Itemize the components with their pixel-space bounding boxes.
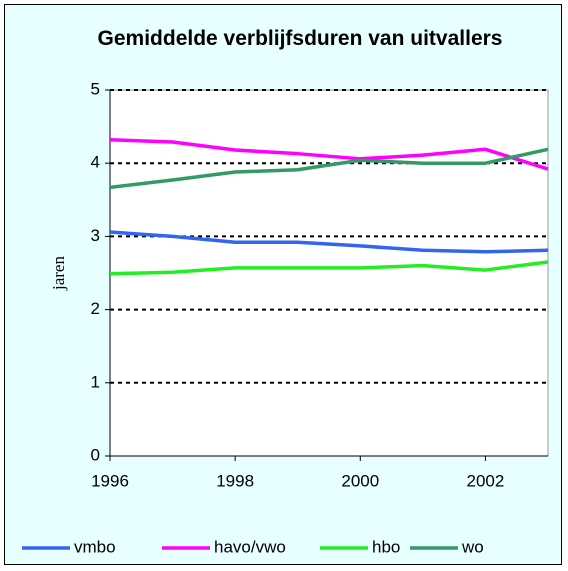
- x-tick-label: 2000: [341, 471, 379, 490]
- legend-label: vmbo: [74, 537, 116, 556]
- y-tick-label: 5: [91, 79, 100, 98]
- legend-label: wo: [461, 537, 484, 556]
- series-line: [109, 138, 549, 171]
- x-tick-label: 1996: [91, 471, 129, 490]
- series-line: [109, 230, 549, 254]
- y-tick-label: 0: [91, 445, 100, 464]
- series-line: [109, 260, 549, 276]
- y-tick-label: 1: [91, 372, 100, 391]
- y-tick-label: 2: [91, 299, 100, 318]
- y-axis-label: jaren: [49, 256, 68, 291]
- x-tick-label: 2002: [467, 471, 505, 490]
- legend-label: havo/vwo: [214, 537, 286, 556]
- series-line: [109, 147, 549, 190]
- x-tick-label: 1998: [216, 471, 254, 490]
- y-tick-label: 3: [91, 226, 100, 245]
- y-tick-label: 4: [91, 153, 100, 172]
- chart-title: Gemiddelde verblijfsduren van uitvallers: [97, 27, 503, 50]
- legend-label: hbo: [372, 537, 400, 556]
